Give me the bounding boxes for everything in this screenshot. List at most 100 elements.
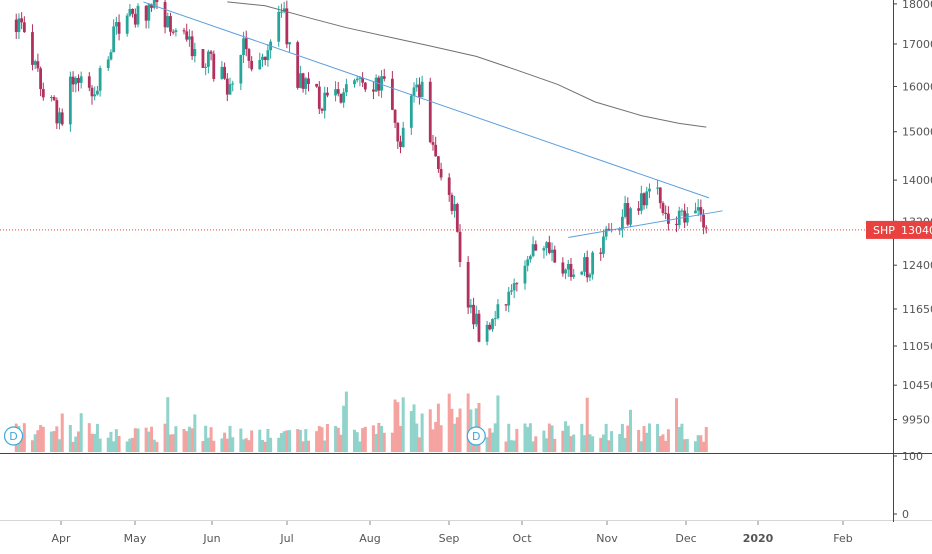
candle[interactable] bbox=[212, 53, 216, 79]
volume-bar[interactable] bbox=[109, 431, 113, 452]
volume-bar[interactable] bbox=[685, 438, 689, 452]
candle[interactable] bbox=[296, 42, 300, 88]
volume-bar[interactable] bbox=[377, 422, 381, 452]
volume-bar[interactable] bbox=[658, 436, 662, 452]
candle[interactable] bbox=[93, 94, 97, 97]
volume-bar[interactable] bbox=[342, 405, 346, 452]
candle[interactable] bbox=[466, 261, 470, 308]
candle[interactable] bbox=[637, 208, 641, 211]
volume-bar[interactable] bbox=[550, 425, 554, 452]
volume-bar[interactable] bbox=[315, 431, 319, 452]
volume-bar[interactable] bbox=[637, 429, 641, 452]
volume-bar[interactable] bbox=[76, 431, 80, 452]
volume-bar[interactable] bbox=[610, 431, 614, 452]
volume-bar[interactable] bbox=[702, 441, 706, 452]
volume-bar[interactable] bbox=[68, 425, 72, 452]
candle[interactable] bbox=[31, 32, 34, 65]
candle[interactable] bbox=[171, 31, 175, 33]
candle[interactable] bbox=[694, 210, 697, 214]
candle[interactable] bbox=[228, 84, 232, 95]
volume-bar[interactable] bbox=[415, 423, 419, 452]
volume-bar[interactable] bbox=[447, 393, 451, 452]
candle[interactable] bbox=[472, 304, 475, 325]
volume-bar[interactable] bbox=[664, 440, 668, 452]
volume-bar[interactable] bbox=[371, 425, 375, 452]
candle[interactable] bbox=[566, 263, 570, 270]
volume-bar[interactable] bbox=[206, 437, 210, 452]
volume-bar[interactable] bbox=[87, 423, 91, 452]
volume-bar[interactable] bbox=[114, 429, 118, 452]
volume-bar[interactable] bbox=[436, 403, 440, 452]
volume-bar[interactable] bbox=[304, 429, 308, 452]
candle[interactable] bbox=[488, 324, 492, 330]
volume-bar[interactable] bbox=[242, 439, 246, 452]
candle[interactable] bbox=[434, 144, 438, 157]
candle[interactable] bbox=[645, 191, 649, 206]
candle[interactable] bbox=[301, 73, 305, 89]
volume-bar[interactable] bbox=[185, 431, 189, 452]
candle[interactable] bbox=[244, 38, 248, 50]
candle[interactable] bbox=[453, 204, 457, 211]
candle[interactable] bbox=[266, 50, 270, 60]
candle[interactable] bbox=[242, 38, 245, 56]
volume-bar[interactable] bbox=[20, 433, 24, 452]
volume-bar[interactable] bbox=[553, 438, 557, 452]
candle[interactable] bbox=[401, 127, 405, 147]
volume-bar[interactable] bbox=[374, 433, 378, 452]
volume-bar[interactable] bbox=[98, 438, 102, 452]
candle[interactable] bbox=[545, 242, 549, 249]
candle[interactable] bbox=[166, 16, 170, 28]
volume-bar[interactable] bbox=[223, 432, 227, 452]
volume-bar[interactable] bbox=[398, 425, 402, 452]
volume-bar[interactable] bbox=[193, 414, 197, 452]
candle[interactable] bbox=[431, 142, 435, 145]
volume-bar[interactable] bbox=[382, 432, 386, 452]
candle[interactable] bbox=[20, 18, 24, 23]
volume-bar[interactable] bbox=[317, 426, 321, 452]
volume-bar[interactable] bbox=[647, 423, 651, 452]
candle[interactable] bbox=[68, 76, 72, 125]
volume-bar[interactable] bbox=[485, 437, 489, 452]
candle[interactable] bbox=[569, 263, 573, 277]
volume-bar[interactable] bbox=[512, 440, 516, 452]
candle[interactable] bbox=[572, 274, 576, 277]
volume-bar[interactable] bbox=[666, 429, 670, 452]
volume-bar[interactable] bbox=[545, 438, 549, 452]
candle[interactable] bbox=[39, 68, 42, 90]
volume-bar[interactable] bbox=[190, 428, 194, 452]
volume-bar[interactable] bbox=[458, 408, 462, 452]
candle[interactable] bbox=[315, 83, 319, 87]
volume-bar[interactable] bbox=[526, 426, 530, 452]
candle[interactable] bbox=[699, 207, 703, 215]
volume-bar[interactable] bbox=[182, 429, 186, 452]
volume-bar[interactable] bbox=[258, 429, 262, 452]
candle[interactable] bbox=[531, 244, 535, 257]
candle[interactable] bbox=[128, 8, 132, 16]
candle[interactable] bbox=[607, 228, 611, 230]
volume-bar[interactable] bbox=[363, 426, 367, 452]
volume-bar[interactable] bbox=[504, 441, 508, 452]
candle[interactable] bbox=[547, 242, 551, 253]
volume-bar[interactable] bbox=[339, 434, 343, 452]
volume-bar[interactable] bbox=[168, 434, 172, 452]
volume-bar[interactable] bbox=[298, 429, 302, 452]
volume-bar[interactable] bbox=[561, 430, 565, 452]
candle[interactable] bbox=[550, 249, 554, 253]
candle[interactable] bbox=[380, 76, 383, 91]
volume-bar[interactable] bbox=[607, 440, 611, 452]
volume-bar[interactable] bbox=[33, 434, 37, 452]
volume-bar[interactable] bbox=[620, 424, 624, 452]
volume-bar[interactable] bbox=[282, 431, 286, 452]
candle[interactable] bbox=[114, 22, 118, 27]
volume-bar[interactable] bbox=[493, 423, 497, 452]
candle[interactable] bbox=[298, 73, 302, 88]
candle[interactable] bbox=[469, 304, 473, 308]
candle[interactable] bbox=[412, 87, 416, 96]
volume-bar[interactable] bbox=[166, 397, 170, 452]
candle[interactable] bbox=[223, 66, 227, 79]
volume-bar[interactable] bbox=[55, 426, 59, 452]
candle[interactable] bbox=[496, 304, 500, 319]
candle[interactable] bbox=[342, 92, 346, 103]
volume-bar[interactable] bbox=[412, 404, 416, 452]
candle[interactable] bbox=[261, 56, 264, 60]
